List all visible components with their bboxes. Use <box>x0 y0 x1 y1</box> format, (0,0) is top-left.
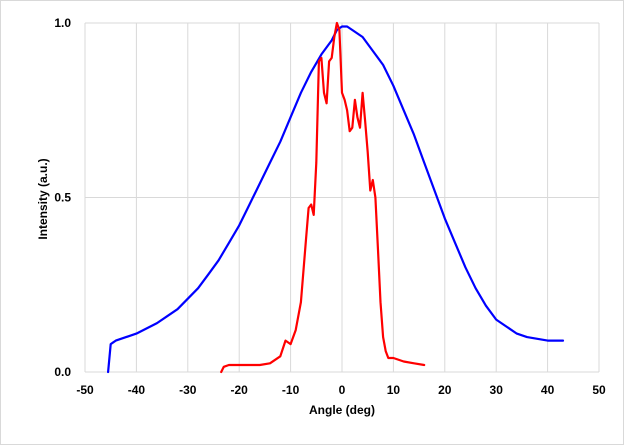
x-tick-label: -30 <box>179 383 197 397</box>
y-tick-label: 0.0 <box>54 365 71 379</box>
x-tick-label: 0 <box>339 383 346 397</box>
x-tick-label: 30 <box>490 383 504 397</box>
x-tick-label: -40 <box>128 383 146 397</box>
x-tick-label: -50 <box>76 383 94 397</box>
x-tick-label: 10 <box>387 383 401 397</box>
series-line-2 <box>220 21 426 374</box>
x-axis-ticks: -50 -40 -30 -20 -10 0 10 20 30 40 50 <box>76 383 606 397</box>
y-tick-label: 1.0 <box>54 16 71 30</box>
x-tick-label: 50 <box>592 383 606 397</box>
x-axis-title: Angle (deg) <box>309 403 375 417</box>
y-axis-ticks: 0.0 0.5 1.0 <box>54 16 71 379</box>
series-layer <box>107 21 565 374</box>
x-tick-label: 40 <box>541 383 555 397</box>
x-tick-label: -10 <box>282 383 300 397</box>
x-tick-label: 20 <box>438 383 452 397</box>
y-axis-title: Intensity (a.u.) <box>36 158 50 239</box>
y-tick-label: 0.5 <box>54 191 71 205</box>
x-tick-label: -20 <box>231 383 249 397</box>
series-line-1 <box>107 25 565 374</box>
